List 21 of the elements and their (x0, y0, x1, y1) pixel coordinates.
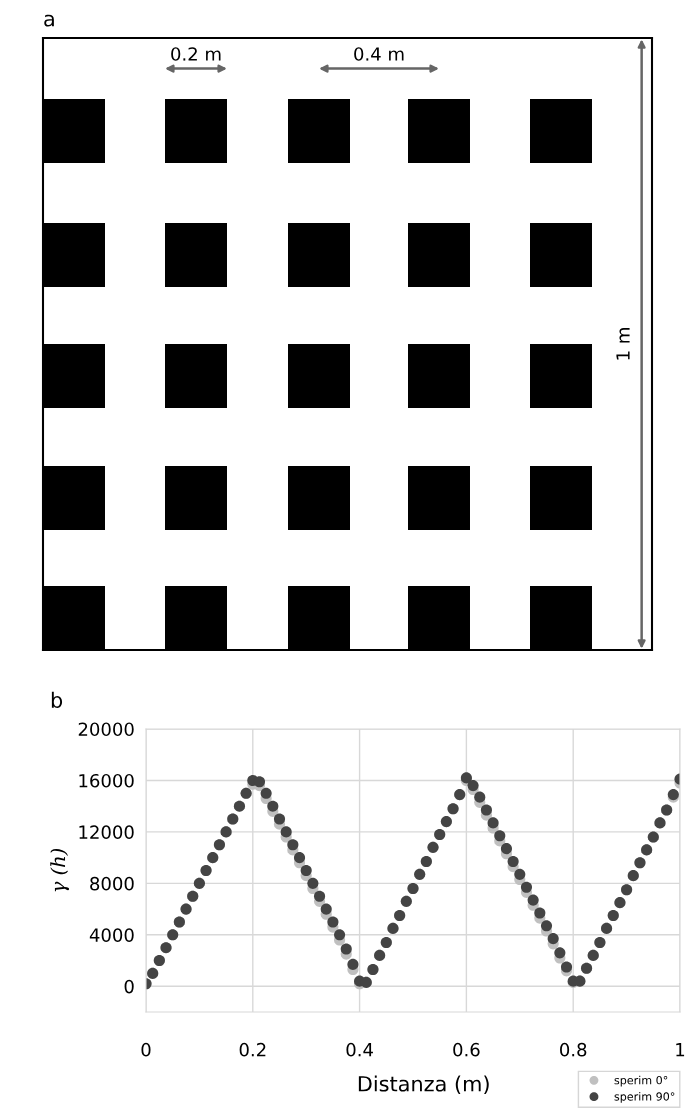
legend-label: sperim 90° (614, 1092, 675, 1103)
x-tick-label: 0.4 (346, 1042, 373, 1057)
x-tick-label: 1 (676, 1043, 685, 1057)
x-tick-label: 0.2 (239, 1042, 266, 1057)
x-tick-label: 0.6 (453, 1042, 480, 1057)
chart-title: b (51, 691, 63, 708)
text: 0.2 m (171, 47, 221, 61)
y-tick-label: 12000 (79, 825, 134, 840)
x-axis-title: Distanza (m) (358, 1075, 489, 1095)
x-tick-label: 0 (141, 1042, 151, 1057)
x-tick-label: 0.8 (560, 1042, 587, 1057)
y-tick-label: 4000 (89, 928, 134, 942)
text: 0.4 m (354, 47, 404, 61)
y-axis-title: γ (h) (50, 848, 70, 892)
legend-label: sperim 0° (614, 1075, 668, 1087)
text: a (44, 14, 54, 27)
y-tick-label: 8000 (90, 876, 134, 891)
y-tick-label: 16000 (79, 773, 134, 788)
y-tick-label: 20000 (78, 722, 134, 737)
text: 1 m (616, 328, 630, 360)
y-tick-label: 0 (124, 979, 134, 994)
